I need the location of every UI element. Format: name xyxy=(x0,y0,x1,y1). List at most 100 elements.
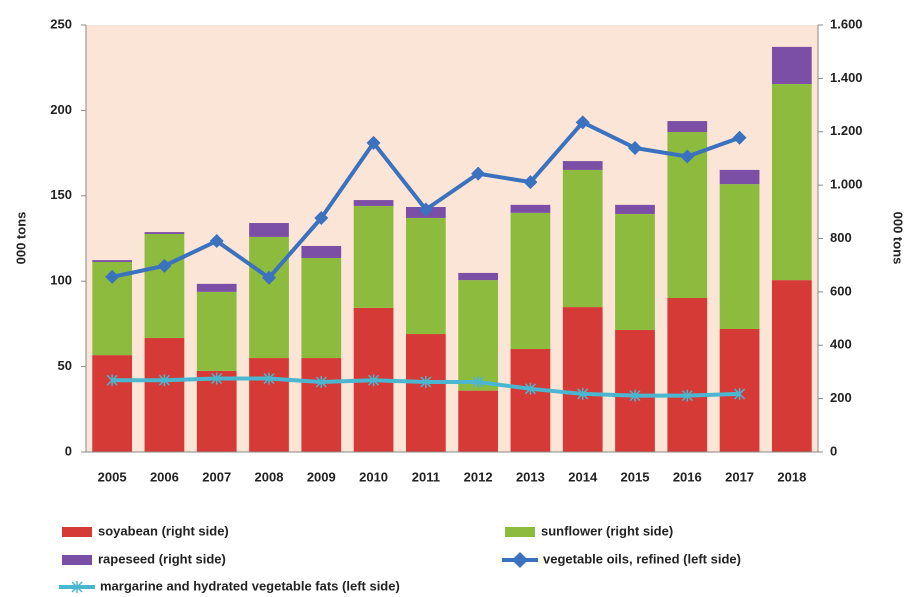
marker xyxy=(471,166,486,181)
legend-swatch xyxy=(62,555,92,565)
bar xyxy=(458,272,499,281)
marker xyxy=(629,389,641,402)
x-tick-label: 2006 xyxy=(150,469,179,484)
marker xyxy=(314,211,329,226)
bar xyxy=(249,223,289,237)
marker xyxy=(680,149,695,164)
bar xyxy=(510,348,551,452)
bar xyxy=(510,204,551,213)
bar xyxy=(667,121,708,133)
x-tick-label: 2011 xyxy=(412,469,440,484)
bar xyxy=(562,169,603,308)
legend-label: vegetable oils, refined (left side) xyxy=(543,551,741,566)
bar xyxy=(144,338,185,452)
bar xyxy=(458,390,499,452)
bar xyxy=(353,205,394,308)
x-tick-label: 2008 xyxy=(255,469,284,484)
legend-label: margarine and hydrated vegetable fats (l… xyxy=(100,578,400,593)
bar xyxy=(771,83,812,281)
bar xyxy=(301,245,342,258)
bar xyxy=(719,169,760,185)
y2-tick-label: 1.200 xyxy=(830,123,863,138)
bar xyxy=(249,236,289,359)
marker xyxy=(420,375,432,388)
marker xyxy=(628,140,642,155)
y2-tick-label: 1.000 xyxy=(830,177,863,192)
y2-tick-label: 200 xyxy=(830,390,852,405)
x-tick-label: 2009 xyxy=(307,469,336,484)
marker xyxy=(211,372,223,385)
bar xyxy=(301,358,342,452)
legend-swatch xyxy=(505,527,535,537)
marker xyxy=(105,269,120,284)
marker xyxy=(524,382,536,395)
marker xyxy=(209,234,224,249)
y-tick-label: 150 xyxy=(50,187,72,202)
bar xyxy=(771,46,812,84)
marker xyxy=(366,135,381,150)
y2-axis-label: 000 tons xyxy=(891,212,906,265)
marker xyxy=(523,175,538,190)
bar xyxy=(458,280,499,391)
x-tick-label: 2012 xyxy=(464,469,493,484)
bar xyxy=(144,232,185,234)
y-axis-label: 000 tons xyxy=(13,212,28,265)
marker xyxy=(262,270,276,285)
x-tick-label: 2018 xyxy=(777,469,806,484)
y2-tick-label: 1.600 xyxy=(830,16,863,31)
bar xyxy=(92,355,133,452)
marker xyxy=(577,387,589,400)
bar xyxy=(562,307,603,452)
marker xyxy=(734,387,746,400)
bar xyxy=(615,213,655,331)
bar xyxy=(196,283,237,292)
marker xyxy=(106,374,118,387)
legend-marker xyxy=(71,581,83,593)
bar xyxy=(301,257,342,359)
x-tick-label: 2014 xyxy=(568,469,598,484)
bar xyxy=(771,280,812,452)
bar xyxy=(615,204,655,214)
legend-label: rapeseed (right side) xyxy=(98,551,226,566)
marker xyxy=(368,374,380,387)
y2-tick-label: 0 xyxy=(830,443,837,458)
marker xyxy=(472,375,484,388)
y2-tick-label: 1.400 xyxy=(830,70,863,85)
x-tick-label: 2007 xyxy=(202,469,231,484)
legend-swatch xyxy=(62,527,92,537)
bar xyxy=(719,184,760,329)
legend-label: sunflower (right side) xyxy=(541,523,673,538)
y-tick-label: 50 xyxy=(58,358,72,373)
marker xyxy=(263,372,275,385)
x-tick-label: 2016 xyxy=(673,469,702,484)
legend-label: soyabean (right side) xyxy=(98,523,229,538)
y-tick-label: 100 xyxy=(50,273,72,288)
x-tick-label: 2013 xyxy=(516,469,545,484)
y2-tick-label: 600 xyxy=(830,283,852,298)
bar xyxy=(405,334,446,452)
y-tick-label: 0 xyxy=(65,443,72,458)
marker xyxy=(157,258,172,273)
plot-area xyxy=(86,25,818,452)
bar xyxy=(562,161,603,170)
x-tick-label: 2005 xyxy=(98,469,127,484)
bar xyxy=(353,200,394,206)
marker xyxy=(158,374,170,387)
marker xyxy=(315,375,327,388)
marker xyxy=(681,389,693,402)
bar xyxy=(144,233,185,339)
bar xyxy=(667,298,708,452)
x-tick-label: 2010 xyxy=(359,469,388,484)
marker xyxy=(732,130,747,145)
y-tick-label: 250 xyxy=(50,16,72,31)
y-tick-label: 200 xyxy=(50,102,72,117)
bar xyxy=(510,212,551,349)
legend-marker xyxy=(511,551,529,569)
marker xyxy=(418,202,433,217)
marker xyxy=(575,115,590,130)
y2-tick-label: 400 xyxy=(830,337,852,352)
x-tick-label: 2015 xyxy=(621,469,650,484)
bar xyxy=(405,217,446,335)
bar xyxy=(249,358,289,452)
